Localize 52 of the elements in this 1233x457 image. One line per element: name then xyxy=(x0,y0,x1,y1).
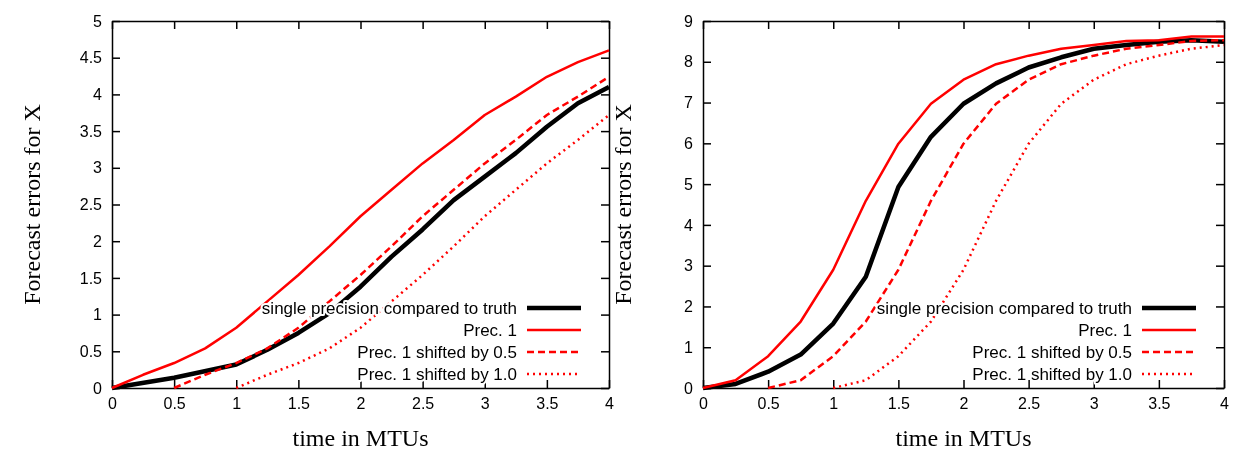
legend-label: Prec. 1 xyxy=(463,320,517,340)
x-tick-label: 2.5 xyxy=(412,395,435,413)
x-axis-title: time in MTUs xyxy=(292,425,429,451)
y-tick-label: 9 xyxy=(684,12,694,30)
y-tick-label: 5 xyxy=(684,175,694,193)
y-tick-label: 3.5 xyxy=(79,122,103,140)
x-tick-label: 4 xyxy=(605,395,615,413)
x-tick-label: 0 xyxy=(108,395,118,413)
x-tick-label: 0.5 xyxy=(757,395,780,413)
y-tick-label: 2 xyxy=(684,298,694,316)
y-tick-label: 1 xyxy=(93,306,103,324)
y-tick-label: 8 xyxy=(684,53,694,71)
legend-label: Prec. 1 xyxy=(1078,320,1132,340)
legend-label: Prec. 1 shifted by 0.5 xyxy=(357,342,517,362)
legend-label: Prec. 1 shifted by 0.5 xyxy=(972,342,1132,362)
x-tick-label: 1 xyxy=(232,395,242,413)
y-tick-label: 0 xyxy=(93,379,103,397)
x-tick-label: 0 xyxy=(699,395,709,413)
x-tick-label: 3.5 xyxy=(536,395,559,413)
y-tick-label: 7 xyxy=(684,94,694,112)
legend-label: Prec. 1 shifted by 1.0 xyxy=(357,364,517,384)
x-tick-label: 0.5 xyxy=(163,395,186,413)
y-tick-label: 4 xyxy=(684,216,694,234)
x-tick-label: 1.5 xyxy=(287,395,311,413)
x-tick-label: 3 xyxy=(1089,395,1099,413)
x-tick-label: 1.5 xyxy=(887,395,911,413)
y-tick-label: 5 xyxy=(93,12,103,30)
y-tick-label: 6 xyxy=(684,134,694,152)
y-tick-label: 1.5 xyxy=(79,269,103,287)
y-axis-title: Forecast errors for X xyxy=(610,104,636,305)
x-tick-label: 4 xyxy=(1220,395,1230,413)
y-axis-title: Forecast errors for X xyxy=(19,104,45,305)
x-tick-label: 1 xyxy=(829,395,839,413)
legend-label: Prec. 1 shifted by 1.0 xyxy=(972,364,1132,384)
x-tick-label: 3 xyxy=(480,395,490,413)
y-tick-label: 4 xyxy=(93,86,103,104)
x-tick-label: 2.5 xyxy=(1018,395,1041,413)
x-tick-label: 3.5 xyxy=(1148,395,1171,413)
x-axis-title: time in MTUs xyxy=(895,425,1032,451)
x-tick-label: 2 xyxy=(959,395,969,413)
y-tick-label: 3 xyxy=(93,159,103,177)
x-tick-label: 2 xyxy=(356,395,366,413)
y-tick-label: 4.5 xyxy=(79,49,103,67)
y-tick-label: 3 xyxy=(684,257,694,275)
line-series xyxy=(235,113,611,390)
y-tick-label: 0.5 xyxy=(79,342,103,360)
y-tick-label: 2.5 xyxy=(79,196,103,214)
line-series xyxy=(832,43,1226,390)
y-tick-label: 2 xyxy=(93,232,103,250)
legend-label: single precision compared to truth xyxy=(876,298,1132,318)
y-tick-label: 1 xyxy=(684,338,694,356)
y-tick-label: 0 xyxy=(684,379,694,397)
